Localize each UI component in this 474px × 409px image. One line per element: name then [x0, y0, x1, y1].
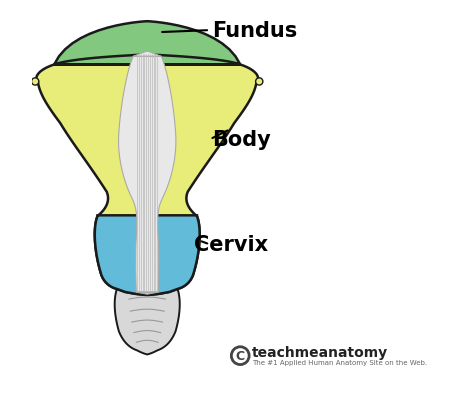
Text: C: C	[236, 349, 245, 362]
Text: Fundus: Fundus	[212, 21, 297, 41]
Polygon shape	[115, 289, 180, 355]
Text: The #1 Applied Human Anatomy Site on the Web.: The #1 Applied Human Anatomy Site on the…	[252, 359, 428, 365]
Text: teachmeanatomy: teachmeanatomy	[252, 345, 389, 359]
Circle shape	[255, 79, 263, 86]
Text: Body: Body	[212, 130, 271, 150]
Polygon shape	[36, 55, 258, 295]
Polygon shape	[95, 216, 200, 295]
Polygon shape	[54, 22, 240, 65]
Text: Cervix: Cervix	[194, 235, 268, 255]
Circle shape	[32, 79, 39, 86]
Polygon shape	[118, 52, 176, 294]
